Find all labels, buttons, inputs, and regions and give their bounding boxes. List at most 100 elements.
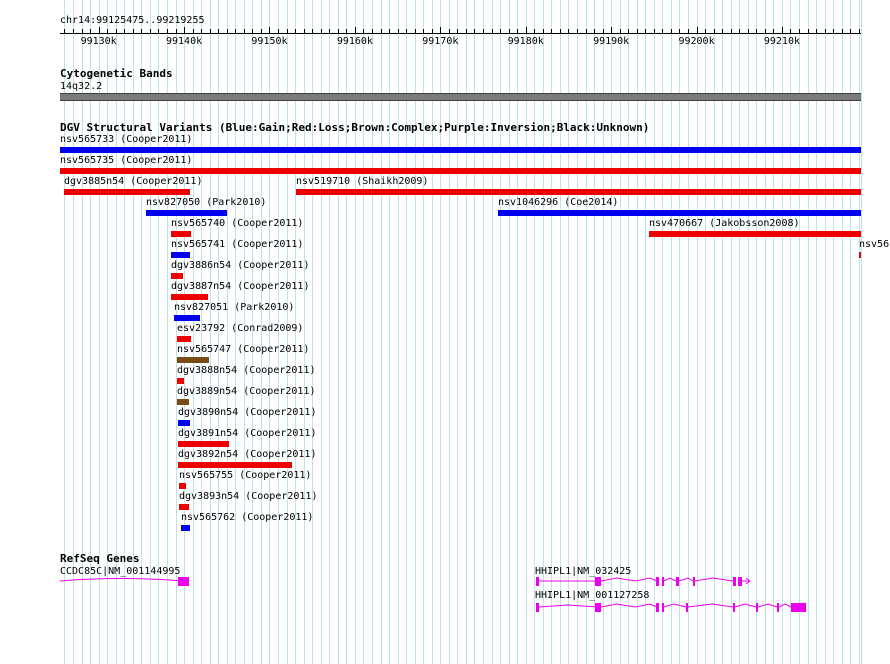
dgv-feature-bar[interactable] [179,504,189,510]
dgv-feature-label[interactable]: dgv3891n54 (Cooper2011) [178,428,317,439]
ruler-minor-tick [321,29,322,33]
dgv-feature-bar[interactable] [498,210,861,216]
dgv-feature-label[interactable]: nsv565735 (Cooper2011) [60,155,193,166]
dgv-feature-label[interactable]: dgv3892n54 (Cooper2011) [178,449,317,460]
ruler-minor-tick [842,29,843,33]
gene-label-hhipl1-nm-032425[interactable]: HHIPL1|NM_032425 [535,566,632,577]
dgv-feature-label[interactable]: nsv565747 (Cooper2011) [177,344,310,355]
ruler-minor-tick [679,29,680,33]
dgv-feature-label[interactable]: nsv827050 (Park2010) [146,197,267,208]
ruler-minor-tick [141,29,142,33]
dgv-feature-label[interactable]: dgv3893n54 (Cooper2011) [179,491,318,502]
gene-label-ccdc85c[interactable]: CCDC85C|NM_001144995 [60,566,181,577]
grid-line [688,0,689,664]
grid-line [628,0,629,664]
dgv-feature-label[interactable]: dgv3888n54 (Cooper2011) [177,365,316,376]
grid-line [500,0,501,664]
gene-hhipl1-nm-032425[interactable] [536,577,751,586]
grid-line [620,0,621,664]
grid-line [739,0,740,664]
dgv-feature-label[interactable]: nsv470667 (Jakobsson2008) [649,218,800,229]
grid-line [671,0,672,664]
dgv-feature-label[interactable]: dgv3887n54 (Cooper2011) [171,281,310,292]
grid-line [64,0,65,664]
dgv-feature-bar[interactable] [174,315,200,321]
grid-line [816,0,817,664]
ruler-minor-tick [654,29,655,33]
dgv-feature-label[interactable]: dgv3885n54 (Cooper2011) [64,176,203,187]
dgv-feature-bar[interactable] [178,462,292,468]
ruler-minor-tick [201,29,202,33]
ruler-minor-tick [517,29,518,33]
dgv-feature-label[interactable]: nsv1046296 (Coe2014) [498,197,619,208]
dgv-feature-label[interactable]: nsv565741 (Cooper2011) [171,239,304,250]
ruler-minor-tick [449,29,450,33]
ruler-minor-tick [457,29,458,33]
grid-line [312,0,313,664]
dgv-feature-bar[interactable] [177,378,184,384]
grid-line [423,0,424,664]
dgv-feature-label[interactable]: nsv565740 (Cooper2011) [171,218,304,229]
dgv-feature-bar[interactable] [64,189,190,195]
grid-line [833,0,834,664]
dgv-feature-label[interactable]: nsv56 [859,239,890,250]
dgv-feature-bar[interactable] [60,168,861,174]
grid-line [859,0,860,664]
ruler-minor-tick [133,29,134,33]
cytoband-label: 14q32.2 [60,81,103,92]
dgv-feature-bar[interactable] [171,294,208,300]
dgv-feature-bar[interactable] [177,336,191,342]
dgv-feature-label[interactable]: dgv3889n54 (Cooper2011) [177,386,316,397]
dgv-feature-bar[interactable] [649,231,861,237]
grid-line [389,0,390,664]
grid-line [432,0,433,664]
dgv-feature-label[interactable]: nsv519710 (Shaikh2009) [296,176,429,187]
dgv-feature-label[interactable]: nsv827051 (Park2010) [174,302,295,313]
grid-line [773,0,774,664]
dgv-feature-bar[interactable] [171,231,191,237]
dgv-feature-label[interactable]: nsv565733 (Cooper2011) [60,134,193,145]
ruler-minor-tick [483,29,484,33]
ruler-minor-tick [278,29,279,33]
grid-line [714,0,715,664]
ruler-minor-tick [406,29,407,33]
dgv-feature-bar[interactable] [146,210,227,216]
ruler-minor-tick [90,29,91,33]
dgv-feature-bar[interactable] [177,399,189,405]
dgv-feature-bar[interactable] [171,273,183,279]
grid-line [99,0,100,664]
dgv-feature-bar[interactable] [179,483,186,489]
dgv-feature-bar[interactable] [60,147,861,153]
grid-line [654,0,655,664]
ruler-minor-tick [338,29,339,33]
dgv-feature-label[interactable]: dgv3886n54 (Cooper2011) [171,260,310,271]
grid-line [150,0,151,664]
ruler-minor-tick [603,29,604,33]
dgv-feature-bar[interactable] [859,252,861,258]
gene-label-hhipl1-nm-001127258[interactable]: HHIPL1|NM_001127258 [535,590,650,601]
dgv-feature-label[interactable]: nsv565755 (Cooper2011) [179,470,312,481]
dgv-feature-label[interactable]: nsv565762 (Cooper2011) [181,512,314,523]
cytoband-bar[interactable] [60,93,861,101]
ruler-minor-tick [82,29,83,33]
grid-line [577,0,578,664]
dgv-feature-bar[interactable] [178,441,229,447]
dgv-feature-bar[interactable] [177,357,209,363]
ruler-minor-tick [790,29,791,33]
dgv-feature-bar[interactable] [181,525,190,531]
dgv-feature-bar[interactable] [171,252,190,258]
gene-ccdc85c[interactable] [59,577,189,586]
ruler-minor-tick [244,29,245,33]
ruler-axis [60,33,861,34]
grid-line [176,0,177,664]
ruler-minor-tick [620,29,621,33]
gene-hhipl1-nm-001127258[interactable] [536,603,806,612]
dgv-feature-label[interactable]: esv23792 (Conrad2009) [177,323,304,334]
dgv-feature-bar[interactable] [296,189,861,195]
grid-line [748,0,749,664]
dgv-feature-label[interactable]: dgv3890n54 (Cooper2011) [178,407,317,418]
grid-line [808,0,809,664]
dgv-feature-bar[interactable] [178,420,190,426]
ruler-minor-tick [688,29,689,33]
